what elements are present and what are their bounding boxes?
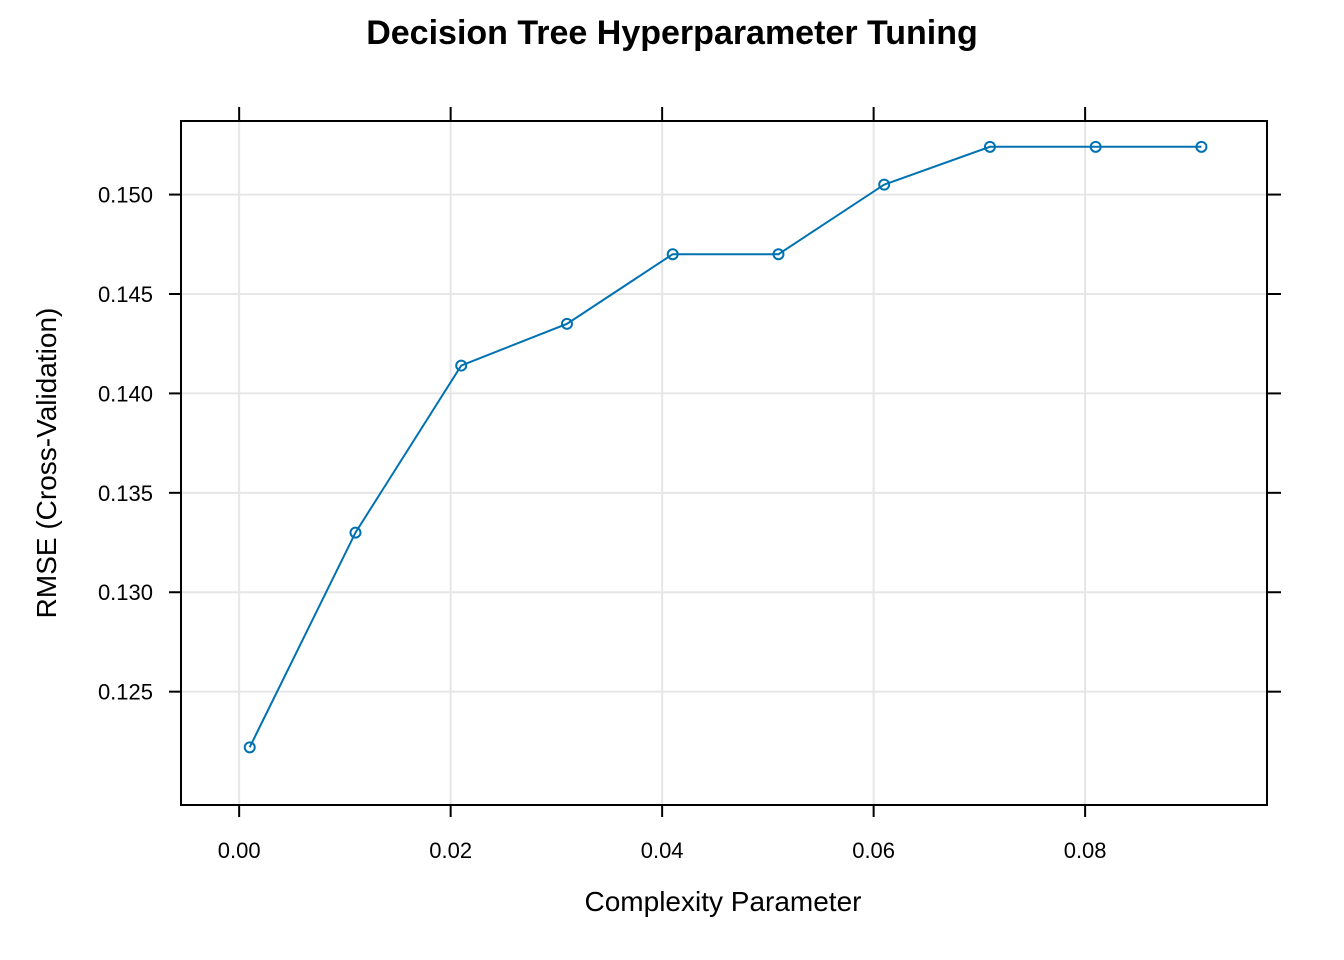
y-tick-label: 0.150	[98, 183, 153, 208]
y-tick-label: 0.145	[98, 282, 153, 307]
data-point	[243, 741, 256, 754]
data-point	[878, 178, 891, 191]
axis-ticks: 0.00 0.02 0.04 0.06 0.08 0.125 0.130 0.135 0.140…	[98, 107, 1281, 863]
x-axis-label: Complexity Parameter	[585, 886, 862, 917]
x-tick-label: 0.02	[429, 838, 472, 863]
plot-frame	[180, 120, 1268, 806]
series-layer	[243, 140, 1208, 754]
data-point	[1089, 140, 1102, 153]
data-point	[983, 140, 996, 153]
data-point	[666, 248, 679, 261]
grid	[181, 121, 1267, 805]
data-point	[772, 248, 785, 261]
y-tick-label: 0.130	[98, 580, 153, 605]
y-tick-label: 0.135	[98, 481, 153, 506]
series-line	[248, 145, 1202, 748]
y-tick-label: 0.125	[98, 680, 153, 705]
x-tick-label: 0.04	[641, 838, 684, 863]
data-point	[349, 526, 362, 539]
y-tick-label: 0.140	[98, 381, 153, 406]
y-axis-label: RMSE (Cross-Validation)	[31, 308, 62, 619]
data-point	[560, 317, 573, 330]
data-point	[455, 359, 468, 372]
chart-title: Decision Tree Hyperparameter Tuning	[366, 14, 978, 52]
x-tick-label: 0.08	[1064, 838, 1107, 863]
x-tick-label: 0.00	[218, 838, 261, 863]
data-point	[1195, 140, 1208, 153]
x-tick-label: 0.06	[852, 838, 895, 863]
